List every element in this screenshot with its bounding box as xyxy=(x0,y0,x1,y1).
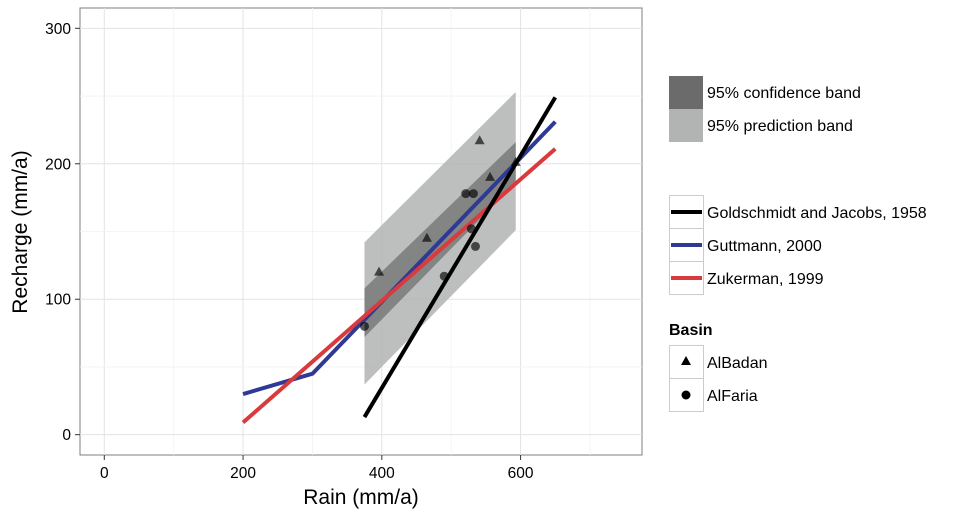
series-lines xyxy=(241,96,557,424)
point-alfaria xyxy=(439,271,449,281)
point-albadan xyxy=(421,232,432,242)
circle-icon xyxy=(681,390,691,400)
y-axis: 0 100 200 300 xyxy=(45,21,80,444)
legend-label-prediction-band: 95% prediction band xyxy=(707,118,853,135)
y-axis-title: Recharge (mm/a) xyxy=(9,150,32,313)
y-tick-label: 100 xyxy=(45,292,71,309)
grid xyxy=(80,8,642,455)
point-albadan xyxy=(474,135,485,145)
legend-label-guttmann: Guttmann, 2000 xyxy=(707,238,822,255)
guttmann-line xyxy=(242,120,557,396)
triangle-icon xyxy=(681,356,691,365)
prediction-band-swatch xyxy=(669,109,703,142)
point-alfaria xyxy=(470,241,480,251)
legend-lines: Goldschmidt and Jacobs, 1958 Guttmann, 2… xyxy=(669,195,927,295)
x-tick-label: 0 xyxy=(100,465,109,482)
y-tick-label: 0 xyxy=(62,427,71,444)
goldschmidt-line xyxy=(362,96,557,419)
y-tick-label: 200 xyxy=(45,156,71,173)
confidence-band-swatch xyxy=(669,76,703,109)
point-albadan xyxy=(485,171,496,181)
legend-bands: 95% confidence band 95% prediction band xyxy=(669,76,861,142)
point-alfaria xyxy=(466,224,476,234)
legend-label-zukerman: Zukerman, 1999 xyxy=(707,271,824,288)
data-points xyxy=(359,135,521,331)
point-albadan xyxy=(374,266,385,276)
legend-title-basin: Basin xyxy=(669,322,713,339)
legend-basin: Basin AlBadan AlFaria xyxy=(669,322,768,412)
legend-label-albadan: AlBadan xyxy=(707,355,768,372)
zukerman-line xyxy=(241,147,557,424)
point-alfaria xyxy=(461,189,471,199)
x-axis: 0 200 400 600 xyxy=(100,455,534,482)
point-alfaria xyxy=(468,189,478,199)
point-alfaria xyxy=(359,321,369,331)
x-axis-title: Rain (mm/a) xyxy=(303,486,419,509)
legend-label-confidence-band: 95% confidence band xyxy=(707,85,861,102)
x-tick-label: 200 xyxy=(230,465,256,482)
legend-label-goldschmidt: Goldschmidt and Jacobs, 1958 xyxy=(707,205,927,222)
point-albadan xyxy=(510,156,521,166)
legend: 95% confidence band 95% prediction band … xyxy=(669,76,927,412)
x-tick-label: 600 xyxy=(508,465,534,482)
legend-label-alfaria: AlFaria xyxy=(707,388,758,405)
x-tick-label: 400 xyxy=(369,465,395,482)
y-tick-label: 300 xyxy=(45,21,71,38)
